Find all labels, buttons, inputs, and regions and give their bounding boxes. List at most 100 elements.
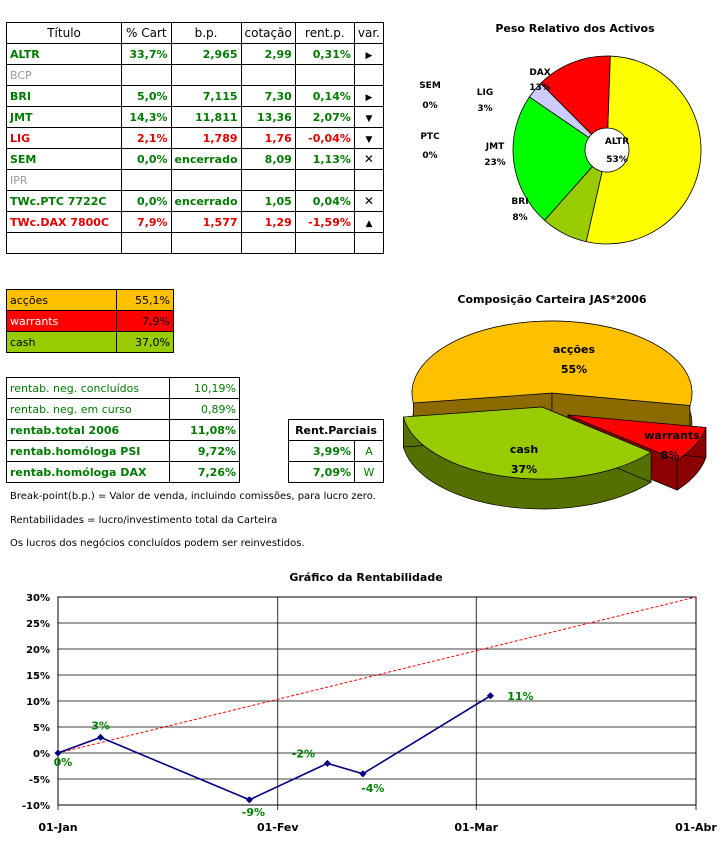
x-tick-label: 01-Fev	[257, 821, 299, 834]
cell-cot: 2,99	[240, 43, 296, 65]
down-arrow-icon: ▼	[365, 113, 373, 124]
slice-label: ALTR	[605, 137, 629, 147]
slice-label: SEM	[419, 81, 441, 91]
slice-label: DAX	[529, 68, 550, 78]
cell-rent: 0,14%	[294, 85, 355, 107]
data-label: -9%	[242, 806, 265, 819]
pie-slice-altr	[585, 55, 702, 245]
pie-chart-assets: Peso Relativo dos Activos ALTR 53% BRI 8% JMT…	[419, 22, 702, 245]
slice-label: cash	[510, 443, 538, 456]
returns-label: rentab.homóloga DAX	[6, 461, 170, 483]
returns-label: rentab.homóloga PSI	[6, 440, 170, 462]
header-bp: b.p.	[170, 22, 242, 44]
down-arrow-icon: ▼	[365, 134, 373, 145]
returns-row: rentab.total 2006 11,08%	[6, 419, 240, 441]
y-tick-label: -10%	[22, 801, 50, 812]
cell-bp: 1,577	[170, 211, 242, 233]
cell-cot	[240, 169, 296, 191]
y-tick-label: 10%	[26, 697, 50, 708]
cell-rent: -1,59%	[294, 211, 355, 233]
header-rent: rent.p.	[294, 22, 355, 44]
variation-icon: ✕	[353, 148, 385, 170]
pie3d-slice-0	[411, 320, 693, 406]
cell-bp: 1,789	[170, 127, 242, 149]
data-point	[359, 770, 367, 778]
variation-icon: ✕	[353, 190, 385, 212]
slice-percent: 0%	[422, 151, 437, 161]
cell-cart	[121, 232, 172, 254]
cell-titulo: IPR	[5, 169, 123, 191]
cell-cart	[121, 64, 172, 86]
variation-icon	[353, 232, 385, 254]
header-cart: % Cart	[121, 22, 172, 44]
y-tick-label: 0%	[33, 749, 50, 760]
variation-icon: ▶	[353, 85, 385, 107]
cell-titulo: TWc.DAX 7800C	[5, 211, 123, 233]
y-tick-label: 25%	[26, 619, 50, 630]
cell-rent	[294, 232, 355, 254]
up-arrow-icon: ▲	[365, 218, 373, 229]
slice-percent: 8%	[512, 213, 527, 223]
cell-bp: 2,965	[170, 43, 242, 65]
pie-slice-jmt	[512, 96, 593, 221]
right-arrow-icon: ▶	[365, 50, 373, 61]
allocation-value: 55,1%	[116, 289, 174, 311]
slice-percent: 0%	[422, 101, 437, 111]
chart-title: Composição Carteira JAS*2006	[457, 293, 647, 306]
variation-icon: ▲	[353, 211, 385, 233]
table-row: ALTR 33,7% 2,965 2,99 0,31% ▶	[5, 43, 385, 65]
pie3d-slice-1	[567, 414, 707, 461]
x-tick-label: 01-Jan	[38, 821, 77, 834]
cell-cart: 0,0%	[121, 148, 172, 170]
cell-rent: 1,13%	[294, 148, 355, 170]
pie-chart-composition: Composição Carteira JAS*2006 acções 55% war…	[402, 293, 707, 510]
returns-row: rentab. neg. em curso 0,89%	[6, 398, 240, 420]
variation-icon: ▼	[353, 127, 385, 149]
data-label: 3%	[91, 719, 110, 732]
returns-label: rentab. neg. em curso	[6, 398, 170, 420]
cell-bp	[170, 232, 242, 254]
partial-value: 7,09%	[288, 461, 355, 483]
data-label: -4%	[361, 782, 384, 795]
table-row: JMT 14,3% 11,811 13,36 2,07% ▼	[5, 106, 385, 128]
cell-bp	[170, 169, 242, 191]
cell-rent	[294, 169, 355, 191]
y-tick-label: 20%	[26, 645, 50, 656]
cell-titulo: BCP	[5, 64, 123, 86]
cell-cart	[121, 169, 172, 191]
chart-title: Gráfico da Rentabilidade	[289, 571, 442, 584]
allocation-label: cash	[6, 331, 117, 353]
cell-titulo: TWc.PTC 7722C	[5, 190, 123, 212]
returns-value: 11,08%	[169, 419, 240, 441]
cell-cart: 33,7%	[121, 43, 172, 65]
slice-label: BRI	[511, 197, 528, 207]
header-titulo: Título	[5, 22, 123, 44]
data-label: 0%	[54, 756, 73, 769]
cell-titulo: LIG	[5, 127, 123, 149]
cell-cot: 8,09	[240, 148, 296, 170]
data-label: 11%	[507, 690, 533, 703]
table-row: IPR	[5, 169, 385, 191]
returns-value: 0,89%	[169, 398, 240, 420]
cell-cot: 1,29	[240, 211, 296, 233]
cell-rent: -0,04%	[294, 127, 355, 149]
cell-rent	[294, 64, 355, 86]
cell-cot: 1,76	[240, 127, 296, 149]
slice-label: LIG	[477, 88, 493, 98]
partial-header: Rent.Parciais	[288, 419, 384, 441]
partial-row: 3,99% A	[288, 440, 384, 462]
partial-row: 7,09% W	[288, 461, 384, 483]
data-point	[486, 692, 494, 700]
variation-icon	[353, 64, 385, 86]
cell-rent: 0,04%	[294, 190, 355, 212]
pie3d-slice-2	[402, 406, 652, 480]
y-tick-label: 30%	[26, 593, 50, 604]
allocation-label: acções	[6, 289, 117, 311]
cell-cot: 7,30	[240, 85, 296, 107]
line-chart-rentabilidade: Gráfico da Rentabilidade 30% 25% 20% 15% 10% 5…	[22, 571, 718, 834]
allocation-table: acções 55,1% warrants 7,9% cash 37,0%	[6, 289, 174, 353]
returns-row: rentab. neg. concluídos 10,19%	[6, 377, 240, 399]
x-tick-label: 01-Mar	[454, 821, 498, 834]
slice-label: PTC	[420, 132, 440, 142]
holdings-header-row: Título % Cart b.p. cotação rent.p. var.	[5, 22, 385, 44]
